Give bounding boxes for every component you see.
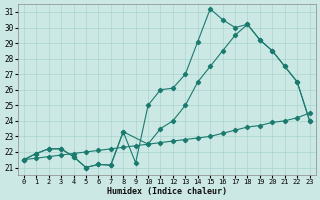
X-axis label: Humidex (Indice chaleur): Humidex (Indice chaleur) [107, 187, 227, 196]
